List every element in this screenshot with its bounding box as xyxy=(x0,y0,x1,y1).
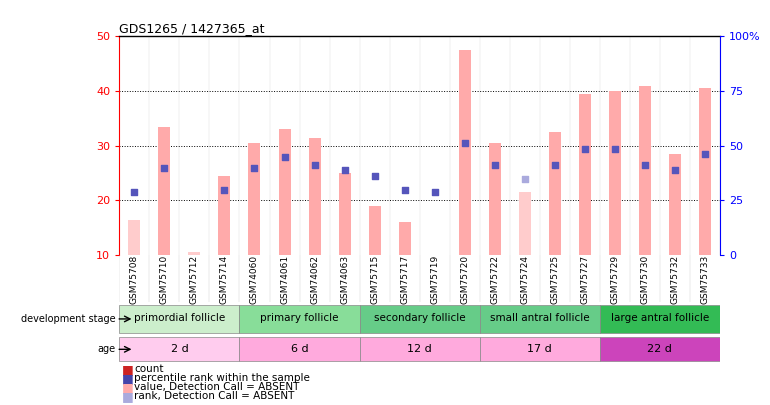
Bar xyxy=(699,88,711,255)
Point xyxy=(519,175,531,182)
Point xyxy=(308,162,321,168)
Bar xyxy=(519,192,531,255)
Bar xyxy=(669,154,681,255)
Text: GSM74061: GSM74061 xyxy=(280,255,289,304)
FancyBboxPatch shape xyxy=(119,337,239,361)
Bar xyxy=(549,132,561,255)
Text: ■: ■ xyxy=(122,381,134,394)
Text: 17 d: 17 d xyxy=(527,344,552,354)
Text: GSM75725: GSM75725 xyxy=(551,255,559,304)
Bar xyxy=(309,138,320,255)
Text: 2 d: 2 d xyxy=(170,344,189,354)
Bar xyxy=(399,222,410,255)
Point xyxy=(428,189,440,196)
Text: GSM75720: GSM75720 xyxy=(460,255,469,304)
FancyBboxPatch shape xyxy=(600,305,720,333)
FancyBboxPatch shape xyxy=(600,337,720,361)
Text: rank, Detection Call = ABSENT: rank, Detection Call = ABSENT xyxy=(135,391,295,401)
Point xyxy=(639,162,651,168)
Bar xyxy=(129,220,140,255)
FancyBboxPatch shape xyxy=(360,337,480,361)
Text: ■: ■ xyxy=(122,362,134,375)
Text: value, Detection Call = ABSENT: value, Detection Call = ABSENT xyxy=(135,382,300,392)
Text: GSM75729: GSM75729 xyxy=(611,255,619,304)
Bar xyxy=(369,206,380,255)
Text: GSM75727: GSM75727 xyxy=(581,255,589,304)
Point xyxy=(668,167,681,174)
Text: secondary follicle: secondary follicle xyxy=(374,313,465,323)
Text: primary follicle: primary follicle xyxy=(260,313,339,323)
Text: GSM74063: GSM74063 xyxy=(340,255,349,304)
Text: 12 d: 12 d xyxy=(407,344,432,354)
FancyBboxPatch shape xyxy=(480,337,600,361)
Point xyxy=(489,162,501,168)
Text: GDS1265 / 1427365_at: GDS1265 / 1427365_at xyxy=(119,22,265,35)
Text: GSM75722: GSM75722 xyxy=(490,255,499,304)
Point xyxy=(549,162,561,168)
Text: age: age xyxy=(97,344,115,354)
Bar xyxy=(459,50,470,255)
Point xyxy=(159,164,171,171)
Point xyxy=(399,186,411,193)
Bar xyxy=(219,176,230,255)
Bar xyxy=(579,94,591,255)
Text: large antral follicle: large antral follicle xyxy=(611,313,709,323)
Text: 22 d: 22 d xyxy=(648,344,672,354)
Bar xyxy=(339,173,350,255)
Text: GSM75710: GSM75710 xyxy=(160,255,169,305)
Text: percentile rank within the sample: percentile rank within the sample xyxy=(135,373,310,383)
Bar xyxy=(189,252,200,255)
Point xyxy=(699,151,711,157)
Bar xyxy=(249,143,260,255)
Bar xyxy=(609,91,621,255)
Point xyxy=(608,145,621,152)
Text: count: count xyxy=(135,364,164,374)
Text: primordial follicle: primordial follicle xyxy=(134,313,225,323)
Bar xyxy=(279,130,290,255)
Text: GSM75712: GSM75712 xyxy=(190,255,199,304)
Text: GSM75715: GSM75715 xyxy=(370,255,379,305)
Text: GSM75717: GSM75717 xyxy=(400,255,409,305)
FancyBboxPatch shape xyxy=(360,305,480,333)
Point xyxy=(128,189,141,196)
Text: development stage: development stage xyxy=(21,314,116,324)
FancyBboxPatch shape xyxy=(119,305,239,333)
Point xyxy=(459,140,471,146)
Text: GSM75733: GSM75733 xyxy=(701,255,709,305)
Text: ■: ■ xyxy=(122,372,134,385)
Text: ■: ■ xyxy=(122,390,134,403)
Text: GSM74060: GSM74060 xyxy=(250,255,259,304)
Text: 6 d: 6 d xyxy=(291,344,308,354)
Text: GSM75708: GSM75708 xyxy=(130,255,139,305)
FancyBboxPatch shape xyxy=(239,337,360,361)
Text: GSM75714: GSM75714 xyxy=(220,255,229,304)
Point xyxy=(219,186,231,193)
Text: GSM75730: GSM75730 xyxy=(641,255,649,305)
Point xyxy=(339,167,351,174)
Text: GSM75719: GSM75719 xyxy=(430,255,439,305)
Bar xyxy=(159,127,170,255)
Point xyxy=(279,153,291,160)
Bar xyxy=(489,143,500,255)
Point xyxy=(248,164,260,171)
Text: GSM74062: GSM74062 xyxy=(310,255,319,304)
Text: GSM75732: GSM75732 xyxy=(671,255,679,304)
Point xyxy=(579,145,591,152)
FancyBboxPatch shape xyxy=(239,305,360,333)
Text: small antral follicle: small antral follicle xyxy=(490,313,590,323)
FancyBboxPatch shape xyxy=(480,305,600,333)
Text: GSM75724: GSM75724 xyxy=(521,255,529,304)
Point xyxy=(369,173,381,179)
Bar xyxy=(639,85,651,255)
